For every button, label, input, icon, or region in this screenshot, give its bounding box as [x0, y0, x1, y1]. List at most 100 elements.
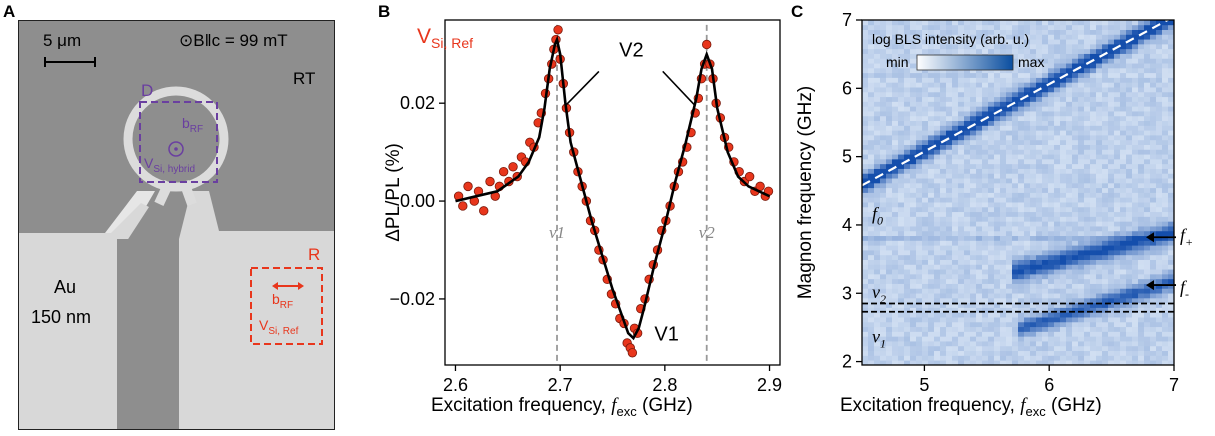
heatmap-cell	[922, 34, 929, 40]
heatmap-cell	[1036, 111, 1043, 117]
heatmap-cell	[1018, 158, 1025, 165]
heatmap-cell	[1096, 230, 1103, 237]
heatmap-cell	[880, 149, 887, 155]
heatmap-cell	[910, 144, 917, 150]
heatmap-cell	[1030, 58, 1037, 64]
data-point	[479, 206, 489, 216]
heatmap-cell	[934, 182, 941, 189]
heatmap-cell	[946, 216, 953, 222]
heatmap-cell	[922, 91, 929, 98]
heatmap-cell	[1048, 202, 1055, 208]
heatmap-cell	[874, 158, 881, 165]
heatmap-cell	[1156, 283, 1163, 289]
heatmap-cell	[928, 173, 935, 179]
heatmap-cell	[1096, 216, 1103, 222]
heatmap-cell	[1024, 202, 1031, 208]
heatmap-cell	[898, 130, 905, 136]
heatmap-cell	[1036, 297, 1043, 304]
heatmap-cell	[1066, 312, 1073, 318]
heatmap-cell	[940, 221, 947, 227]
heatmap-cell	[904, 250, 911, 256]
heatmap-cell	[886, 326, 893, 332]
heatmap-cell	[976, 312, 983, 318]
heatmap-cell	[1150, 293, 1157, 299]
heatmap-cell	[1036, 269, 1043, 275]
heatmap-cell	[1168, 163, 1175, 169]
heatmap-cell	[910, 221, 917, 227]
heatmap-cell	[1156, 235, 1163, 241]
heatmap-cell	[1126, 163, 1133, 169]
heatmap-cell	[982, 206, 989, 213]
heatmap-cell	[1024, 53, 1031, 59]
heatmap-cell	[958, 158, 965, 165]
heatmap-cell	[1144, 173, 1151, 179]
heatmap-cell	[1072, 206, 1079, 213]
heatmap-cell	[1024, 216, 1031, 222]
heatmap-cell	[1030, 53, 1037, 59]
heatmap-cell	[862, 297, 869, 304]
heatmap-cell	[892, 101, 899, 107]
heatmap-cell	[982, 192, 989, 198]
heatmap-cell	[1030, 264, 1037, 270]
heatmap-cell	[1012, 29, 1019, 35]
heatmap-cell	[1156, 360, 1163, 366]
heatmap-cell	[1072, 331, 1079, 337]
heatmap-cell	[898, 120, 905, 126]
heatmap-cell	[868, 350, 875, 356]
heatmap-cell	[892, 269, 899, 275]
heatmap-cell	[1120, 336, 1127, 342]
heatmap-cell	[1090, 273, 1097, 280]
heatmap-cell	[976, 130, 983, 136]
heatmap-cell	[910, 273, 917, 280]
heatmap-cell	[1000, 125, 1007, 131]
heatmap-cell	[898, 273, 905, 280]
heatmap-cell	[1084, 91, 1091, 98]
heatmap-cell	[982, 20, 989, 26]
heatmap-cell	[1150, 72, 1157, 78]
heatmap-cell	[1108, 149, 1115, 155]
heatmap-cell	[1012, 144, 1019, 150]
heatmap-cell	[1006, 106, 1013, 112]
heatmap-cell	[1132, 53, 1139, 59]
heatmap-cell	[916, 321, 923, 328]
heatmap-cell	[994, 87, 1001, 93]
heatmap-cell	[1108, 82, 1115, 88]
heatmap-cell	[976, 288, 983, 294]
heatmap-cell	[1078, 360, 1085, 366]
heatmap-cell	[1000, 158, 1007, 165]
heatmap-cell	[970, 106, 977, 112]
heatmap-cell	[1078, 111, 1085, 117]
heatmap-cell	[946, 269, 953, 275]
heatmap-cell	[1156, 216, 1163, 222]
heatmap-cell	[1156, 278, 1163, 284]
heatmap-cell	[952, 106, 959, 112]
heatmap-cell	[1090, 269, 1097, 275]
heatmap-cell	[1078, 197, 1085, 203]
heatmap-cell	[1018, 254, 1025, 260]
heatmap-cell	[874, 221, 881, 227]
heatmap-cell	[1114, 216, 1121, 222]
heatmap-cell	[1000, 173, 1007, 179]
heatmap-cell	[1168, 321, 1175, 328]
heatmap-cell	[1048, 235, 1055, 241]
heatmap-cell	[1048, 264, 1055, 270]
heatmap-cell	[994, 120, 1001, 126]
heatmap-cell	[988, 82, 995, 88]
heatmap-cell	[1132, 341, 1139, 347]
heatmap-cell	[976, 350, 983, 356]
heatmap-cell	[1012, 96, 1019, 102]
heatmap-cell	[994, 326, 1001, 332]
heatmap-cell	[1102, 58, 1109, 64]
heatmap-cell	[1144, 178, 1151, 184]
nu-label-2: ν2	[699, 223, 716, 242]
heatmap-cell	[976, 149, 983, 155]
heatmap-cell	[892, 63, 899, 69]
heatmap-cell	[1096, 29, 1103, 35]
heatmap-cell	[868, 235, 875, 241]
heatmap-cell	[1108, 106, 1115, 112]
heatmap-cell	[868, 336, 875, 342]
heatmap-cell	[922, 360, 929, 366]
heatmap-cell	[1054, 317, 1061, 323]
heatmap-cell	[1138, 20, 1145, 26]
heatmap-cell	[970, 144, 977, 150]
